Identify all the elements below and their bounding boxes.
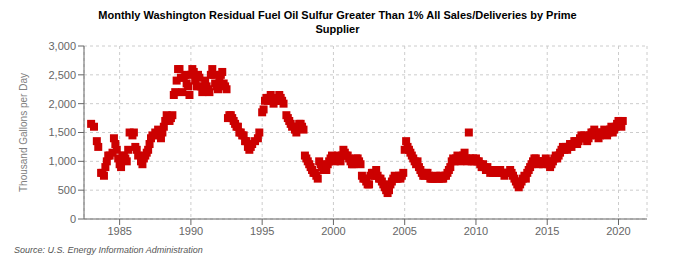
svg-text:2000: 2000 [321, 225, 345, 237]
svg-text:2,500: 2,500 [48, 69, 76, 81]
svg-text:2020: 2020 [606, 225, 630, 237]
svg-text:2010: 2010 [464, 225, 488, 237]
svg-text:1985: 1985 [107, 225, 131, 237]
html-text:Supplier: Supplier [315, 23, 360, 35]
svg-text:1,000: 1,000 [48, 155, 76, 167]
svg-text:3,000: 3,000 [48, 40, 76, 52]
svg-text:Thousand Gallons per Day: Thousand Gallons per Day [18, 73, 29, 192]
svg-text:2005: 2005 [392, 225, 416, 237]
svg-text:1995: 1995 [250, 225, 274, 237]
html-text:Source: U.S. Energy Informatio: Source: U.S. Energy Information Administ… [14, 245, 203, 255]
svg-text:0: 0 [70, 213, 76, 225]
html-text:Monthly Washington Residual Fu: Monthly Washington Residual Fuel Oil Sul… [98, 9, 577, 21]
svg-text:2,000: 2,000 [48, 98, 76, 110]
svg-text:1,500: 1,500 [48, 126, 76, 138]
svg-text:1990: 1990 [179, 225, 203, 237]
svg-text:500: 500 [58, 184, 76, 196]
svg-text:2015: 2015 [535, 225, 559, 237]
